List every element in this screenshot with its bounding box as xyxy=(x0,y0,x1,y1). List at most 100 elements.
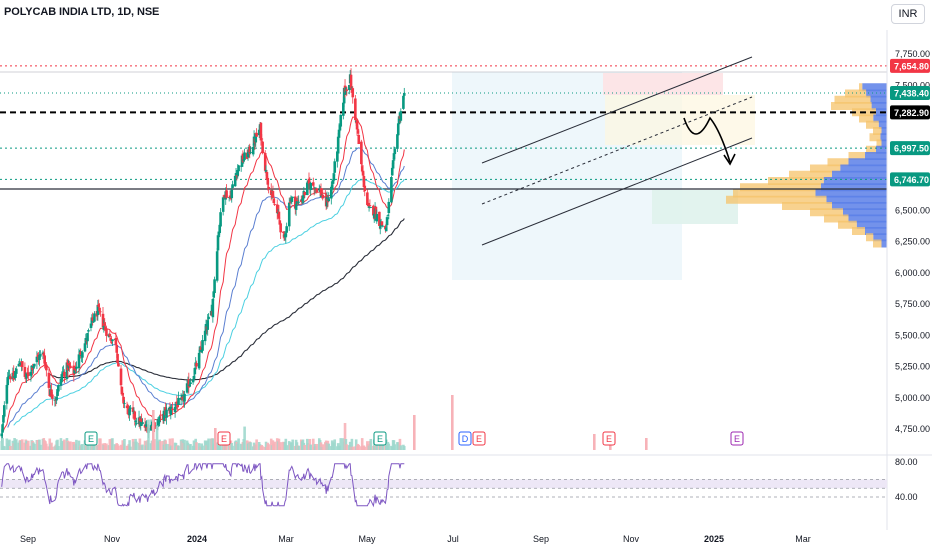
price-tag xyxy=(890,141,930,156)
candle-body xyxy=(83,343,87,352)
volume-bar xyxy=(255,439,258,450)
volume-bar xyxy=(1,438,4,450)
volume-bar xyxy=(339,438,343,450)
earnings-marker xyxy=(730,431,744,446)
candle-body xyxy=(42,353,46,356)
profile-bar-sell xyxy=(873,239,882,248)
candle-body xyxy=(305,182,309,196)
channel-mid-line xyxy=(481,96,753,205)
candle-body xyxy=(114,337,118,345)
volume-bar xyxy=(141,444,144,450)
candle-body xyxy=(129,407,132,409)
candle-body xyxy=(197,352,201,369)
volume-bar xyxy=(311,438,315,450)
candle-body xyxy=(368,205,372,206)
profile-bar-buy xyxy=(826,195,887,204)
candle-body xyxy=(206,320,210,330)
volume-spike xyxy=(152,410,155,450)
profile-bar-buy xyxy=(848,214,887,223)
candle-body xyxy=(215,251,219,281)
candle-body xyxy=(35,356,39,363)
candle-body xyxy=(69,365,72,369)
candle-body xyxy=(396,123,400,136)
earnings-marker xyxy=(84,431,98,446)
candle-body xyxy=(333,161,337,173)
candle-body xyxy=(74,367,77,371)
profile-bar-buy xyxy=(832,170,887,179)
candle-body xyxy=(51,394,54,399)
volume-bar xyxy=(315,443,319,450)
volume-bar xyxy=(63,439,66,450)
candle-body xyxy=(39,354,42,357)
candle-body xyxy=(44,362,47,365)
volume-bar xyxy=(360,438,364,450)
candle-body xyxy=(131,407,135,412)
candle-body xyxy=(360,141,363,165)
rsi-line xyxy=(1,463,405,508)
candle-body xyxy=(251,146,255,155)
earnings-marker-label: E xyxy=(377,434,383,444)
candle-body xyxy=(105,328,108,336)
time-axis-label: Jul xyxy=(447,534,459,544)
candle-body xyxy=(86,333,89,342)
volume-bar xyxy=(219,445,222,450)
candle-body xyxy=(200,349,204,353)
dividend-marker-label: D xyxy=(462,434,469,444)
candle-body xyxy=(141,422,144,424)
candle-body xyxy=(311,182,315,186)
candle-body xyxy=(102,325,106,330)
candle-body xyxy=(312,187,316,190)
earnings-marker xyxy=(472,431,486,446)
candle-body xyxy=(297,201,300,203)
candle-body xyxy=(354,98,357,121)
candle-body xyxy=(171,408,174,411)
currency-button[interactable]: INR xyxy=(891,4,925,24)
volume-bar xyxy=(308,438,312,450)
volume-bar xyxy=(207,438,210,450)
volume-bar xyxy=(138,438,142,450)
candle-body xyxy=(337,129,341,138)
candle-body xyxy=(165,409,168,418)
volume-bar xyxy=(303,444,306,450)
candle-body xyxy=(8,375,11,377)
candle-body xyxy=(156,421,160,427)
candle-body xyxy=(234,173,238,178)
volume-bar xyxy=(45,443,48,450)
candle-body xyxy=(133,411,137,420)
candle-body xyxy=(198,349,202,352)
candle-body xyxy=(73,369,76,374)
volume-bar xyxy=(21,439,24,450)
candle-body xyxy=(195,363,198,367)
candle-body xyxy=(98,307,101,312)
candle-body xyxy=(330,186,333,199)
candle-body xyxy=(315,188,319,193)
volume-bar xyxy=(8,445,12,450)
candle-body xyxy=(2,405,6,417)
time-axis-label: May xyxy=(358,534,376,544)
volume-bar xyxy=(363,446,367,450)
volume-bar xyxy=(177,445,180,450)
volume-bar xyxy=(327,443,331,450)
candle-body xyxy=(349,74,353,89)
volume-bar xyxy=(269,438,273,450)
price-tag xyxy=(890,105,930,120)
candle-body xyxy=(221,197,225,212)
candle-body xyxy=(15,368,18,374)
earnings-marker xyxy=(217,431,231,446)
volume-bar xyxy=(75,439,78,450)
volume-bar xyxy=(333,439,337,450)
candle-body xyxy=(402,95,405,109)
candle-body xyxy=(264,169,268,172)
candle-body xyxy=(68,362,71,367)
volume-bar xyxy=(50,442,53,450)
candle-body xyxy=(8,376,12,380)
candle-body xyxy=(391,160,395,169)
volume-bar xyxy=(343,422,347,450)
candle-body xyxy=(378,226,382,229)
candle-body xyxy=(307,178,311,184)
candle-body xyxy=(61,372,64,376)
candle-body xyxy=(157,420,161,424)
volume-bar xyxy=(197,443,201,450)
